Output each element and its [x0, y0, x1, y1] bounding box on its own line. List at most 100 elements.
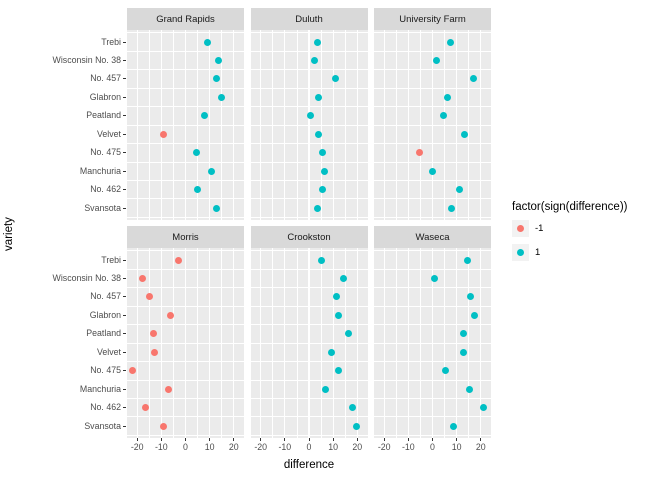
data-point [447, 38, 455, 46]
data-point [335, 367, 343, 375]
data-point [141, 404, 149, 412]
x-tick-mark [284, 438, 286, 441]
gridline-minor-h [127, 180, 244, 181]
data-point [129, 367, 137, 375]
y-tick-label: Velvet [97, 346, 121, 357]
gridline-minor-h [127, 69, 244, 70]
gridline-minor-h [374, 87, 491, 89]
data-point [459, 330, 467, 338]
gridline-minor-h [250, 143, 368, 144]
data-point [159, 130, 167, 138]
y-tick-mark [123, 296, 126, 298]
x-tick-mark [383, 438, 385, 441]
data-point [314, 204, 321, 212]
gridline-minor-h [374, 250, 491, 252]
data-point [201, 112, 209, 120]
gridline-minor-h [250, 216, 368, 218]
y-tick-mark [123, 189, 126, 191]
data-point [444, 93, 452, 101]
x-tick-mark [356, 438, 358, 441]
gridline-minor-h [127, 342, 244, 344]
gridline-minor-h [374, 434, 491, 436]
data-point [470, 311, 478, 319]
gridline-minor-h [127, 250, 244, 252]
gridline-minor-h [250, 379, 368, 381]
gridline-minor-h [127, 287, 244, 288]
data-point [319, 186, 326, 194]
data-point [159, 422, 167, 430]
legend-item-label: -1 [535, 223, 544, 234]
plot-panel [374, 248, 491, 438]
gridline-minor-h [250, 361, 368, 362]
y-tick-mark [123, 259, 126, 261]
x-tick-label: 10 [451, 442, 462, 452]
legend-item-label: 1 [535, 247, 541, 258]
x-axis-title: difference [283, 459, 335, 471]
y-tick-label: No. 462 [90, 184, 121, 195]
data-point [450, 422, 458, 430]
facet-strip-label: Duluth [295, 13, 323, 25]
gridline-minor-h [374, 180, 491, 181]
gridline-minor-h [250, 87, 368, 89]
y-tick-mark [123, 388, 126, 390]
data-point [314, 130, 322, 138]
x-tick-label: 0 [183, 442, 188, 452]
gridline-minor-h [250, 124, 368, 126]
x-tick-mark [407, 438, 409, 441]
gridline-minor-h [374, 287, 491, 288]
x-tick-mark [209, 438, 211, 441]
gridline-minor-h [127, 324, 244, 325]
data-point [353, 422, 361, 430]
gridline-minor-h [374, 361, 491, 362]
y-tick-label: Peatland [86, 110, 121, 121]
data-point [321, 167, 328, 175]
y-tick-label: Svansota [84, 202, 121, 213]
data-point [339, 274, 347, 282]
data-point [442, 367, 450, 375]
x-tick-label: 20 [228, 442, 239, 452]
x-tick-mark [308, 438, 310, 441]
data-point [151, 348, 159, 356]
data-point [328, 348, 335, 356]
data-point [213, 204, 221, 212]
gridline-minor-h [127, 161, 244, 163]
x-tick-label: -10 [154, 442, 168, 452]
facet-strip: Morris [127, 226, 244, 248]
facet-strip-label: Morris [172, 231, 199, 243]
gridline-minor-h [127, 124, 244, 126]
gridline-minor-h [127, 143, 244, 144]
gridline-minor-h [374, 124, 491, 126]
x-tick-mark [185, 438, 186, 441]
gridline-minor-h [374, 416, 491, 418]
y-tick-label: No. 475 [90, 147, 121, 158]
data-point [455, 186, 463, 194]
y-tick-mark [123, 78, 126, 80]
data-point [459, 348, 467, 356]
x-tick-label: -10 [278, 442, 292, 452]
data-point [416, 149, 424, 157]
data-point [322, 385, 330, 393]
x-tick-label: 10 [328, 442, 339, 452]
y-tick-mark [123, 170, 126, 172]
data-point [314, 38, 322, 46]
data-point [447, 204, 455, 212]
gridline-minor-h [127, 305, 244, 307]
gridline-minor-h [374, 50, 491, 52]
y-tick-mark [123, 41, 126, 43]
y-tick-label: Svansota [84, 420, 121, 431]
gridline-minor-h [374, 379, 491, 381]
gridline-minor-h [374, 324, 491, 325]
plot-panel [250, 248, 368, 438]
legend-key [512, 220, 529, 237]
gridline-minor-h [127, 87, 244, 89]
gridline-minor-h [374, 342, 491, 344]
data-point [192, 149, 200, 157]
y-tick-mark [123, 277, 126, 279]
data-point [345, 330, 353, 338]
data-point [311, 56, 319, 64]
x-tick-mark [332, 438, 334, 441]
data-point [165, 385, 173, 393]
gridline-minor-h [374, 198, 491, 200]
y-tick-mark [123, 115, 126, 117]
gridline-minor-h [250, 250, 368, 252]
